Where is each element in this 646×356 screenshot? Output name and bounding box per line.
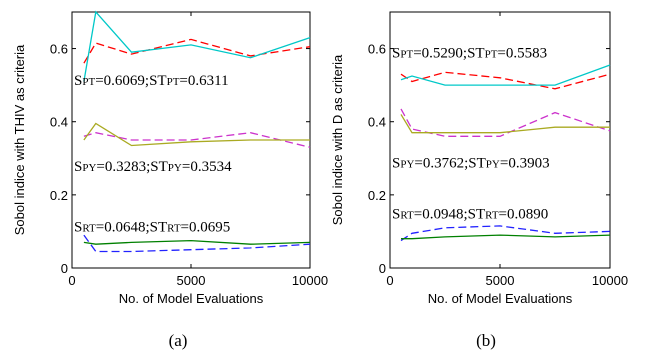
x-tick-label: 0 <box>386 273 393 288</box>
series-line-5 <box>83 234 311 253</box>
annotation-1: SPT=0.5290;STPT=0.5583 <box>392 46 547 62</box>
chart-panel-2: 0 5000 10000 0 0.2 0.4 0.6 SPT=0.5290;STPT=0.55… <box>330 11 628 350</box>
annotation-2: SPY=0.3762;STPY=0.3903 <box>392 155 550 171</box>
annotation-3: SRT=0.0648;STRT=0.0695 <box>74 219 230 235</box>
y-tick-label: 0 <box>61 261 68 276</box>
y-tick-label: 0.4 <box>50 115 68 130</box>
x-tick-label: 5000 <box>177 273 206 288</box>
y-tick-label: 0.4 <box>368 115 386 130</box>
series-line-4 <box>400 114 610 134</box>
series-line-2 <box>83 10 311 82</box>
x-axis-label: No. of Model Evaluations <box>119 291 264 306</box>
series-line-5 <box>400 225 611 242</box>
x-axis-label: No. of Model Evaluations <box>428 291 573 306</box>
series-line-6 <box>83 239 311 245</box>
series-line-3 <box>400 108 611 137</box>
panel-label: (b) <box>476 331 496 350</box>
annotation-2: SPY=0.3283;STPY=0.3534 <box>74 159 232 175</box>
y-tick-label: 0.2 <box>368 188 386 203</box>
x-tick-label: 10000 <box>592 273 628 288</box>
annotation-3: SRT=0.0948;STRT=0.0890 <box>392 207 548 223</box>
series-line-1 <box>400 71 611 90</box>
x-tick-label: 5000 <box>486 273 515 288</box>
y-tick-label: 0.6 <box>368 42 386 57</box>
y-axis-label: Sobol indice with THIV as criteria <box>12 44 27 235</box>
series-line-2 <box>400 64 611 86</box>
x-tick-label: 0 <box>68 273 75 288</box>
series-line-6 <box>401 234 611 240</box>
series-line-4 <box>83 122 310 147</box>
y-axis-label: Sobol indice with D as criteria <box>330 54 345 225</box>
y-tick-label: 0.2 <box>50 188 68 203</box>
panel-label: (a) <box>169 331 188 350</box>
chart-panel-1: 0 5000 10000 0 0.2 0.4 0.6 SPT=0.6069;STPT=0.63… <box>12 10 328 350</box>
series-line-3 <box>83 132 311 148</box>
annotation-1: SPT=0.6069;STPT=0.6311 <box>74 73 229 89</box>
y-tick-label: 0 <box>379 261 386 276</box>
x-tick-label: 10000 <box>292 273 328 288</box>
y-tick-label: 0.6 <box>50 42 68 57</box>
